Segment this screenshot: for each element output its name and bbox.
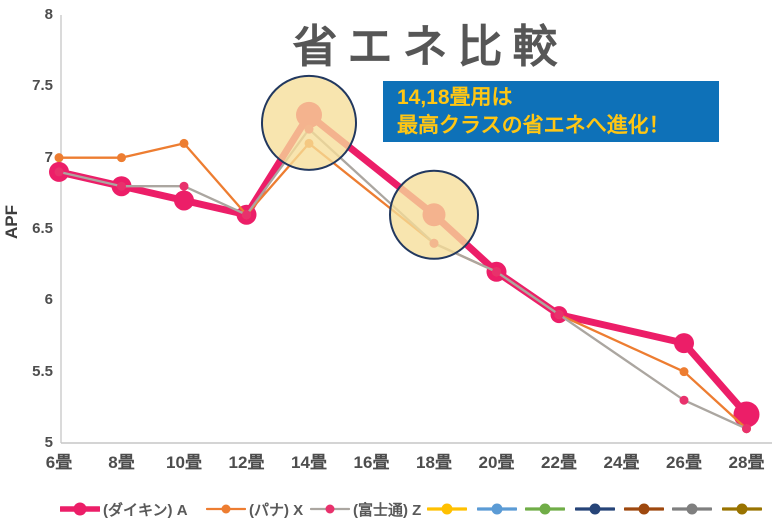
y-tick-label: 7.5 <box>32 77 53 95</box>
x-tick-label: 28畳 <box>728 453 765 472</box>
legend-item-label: (富士通) Z <box>353 501 422 519</box>
chart-title: 省エネ比較 <box>292 21 568 72</box>
legend-swatch-icon <box>672 503 712 515</box>
y-tick-label: 5 <box>44 434 53 451</box>
legend-item-0: (ダイキン) A <box>60 497 188 521</box>
legend-swatch-icon <box>427 503 467 515</box>
legend-item-unnamed-2 <box>525 497 565 521</box>
series-1-marker <box>117 153 126 163</box>
x-tick-label: 12畳 <box>228 453 265 472</box>
series-1-marker <box>179 138 189 148</box>
x-tick-label: 6畳 <box>45 453 73 472</box>
x-tick-label: 14畳 <box>291 453 327 472</box>
legend-swatch-icon <box>310 504 350 514</box>
series-2-marker <box>54 167 64 177</box>
series-2-marker <box>679 395 689 405</box>
series-2-marker <box>242 210 251 220</box>
series-2-marker <box>554 310 564 320</box>
series-line-0 <box>55 111 750 418</box>
highlight-circle-14畳 <box>261 74 357 171</box>
x-tick-label: 22畳 <box>541 453 577 472</box>
highlight-circle-18畳 <box>389 169 479 260</box>
legend-item-label: (ダイキン) A <box>103 501 188 519</box>
series-0-marker <box>174 190 194 211</box>
legend-swatch-icon <box>575 503 615 515</box>
legend-swatch-icon <box>477 503 517 515</box>
legend-item-unnamed-3 <box>575 497 615 521</box>
legend-swatch-icon <box>722 503 762 515</box>
legend-item-unnamed-0 <box>427 497 467 521</box>
y-tick-label: 6 <box>44 291 53 309</box>
legend-swatch-icon <box>624 503 664 515</box>
x-tick-label: 24畳 <box>603 453 640 472</box>
y-tick-label: 8 <box>44 6 53 23</box>
series-line-1 <box>57 142 748 430</box>
x-tick-label: 26畳 <box>666 453 702 472</box>
x-tick-label: 8畳 <box>108 453 135 472</box>
x-tick-label: 16畳 <box>353 453 390 472</box>
legend-item-1: (パナ) X <box>206 497 303 521</box>
legend-item-unnamed-5 <box>672 497 712 521</box>
legend-item-unnamed-6 <box>722 497 762 521</box>
legend-swatch-icon <box>60 502 100 516</box>
legend-item-label: (パナ) X <box>249 501 304 519</box>
legend-item-unnamed-1 <box>477 497 517 521</box>
legend-item-unnamed-4 <box>624 497 664 521</box>
x-tick-label: 18畳 <box>416 453 452 472</box>
series-1-marker <box>679 367 689 377</box>
legend-swatch-icon <box>206 504 246 514</box>
series-line-2 <box>57 127 748 430</box>
x-tick-label: 20畳 <box>478 453 515 472</box>
series-0-marker <box>733 401 760 428</box>
legend-item-2: (富士通) Z <box>310 497 421 521</box>
chart-legend: (ダイキン) A (パナ) X (富士通) Z <box>0 497 779 525</box>
series-2-marker <box>492 267 501 277</box>
annotation-banner: 14,18畳用は 最高クラスの省エネへ進化！ <box>383 81 719 142</box>
x-tick-label: 10畳 <box>166 453 202 472</box>
annotation-line1: 14,18畳用は <box>397 86 513 109</box>
y-tick-label: 7 <box>44 148 53 166</box>
series-1-marker <box>54 153 64 163</box>
series-2-marker <box>117 181 126 191</box>
series-2-marker <box>179 181 189 191</box>
series-2-marker <box>742 424 751 434</box>
legend-swatch-icon <box>525 503 565 515</box>
y-tick-label: 5.5 <box>32 362 53 380</box>
series-0-marker <box>674 333 694 354</box>
y-tick-label: 6.5 <box>32 220 53 237</box>
annotation-line2: 最高クラスの省エネへ進化！ <box>397 114 670 137</box>
